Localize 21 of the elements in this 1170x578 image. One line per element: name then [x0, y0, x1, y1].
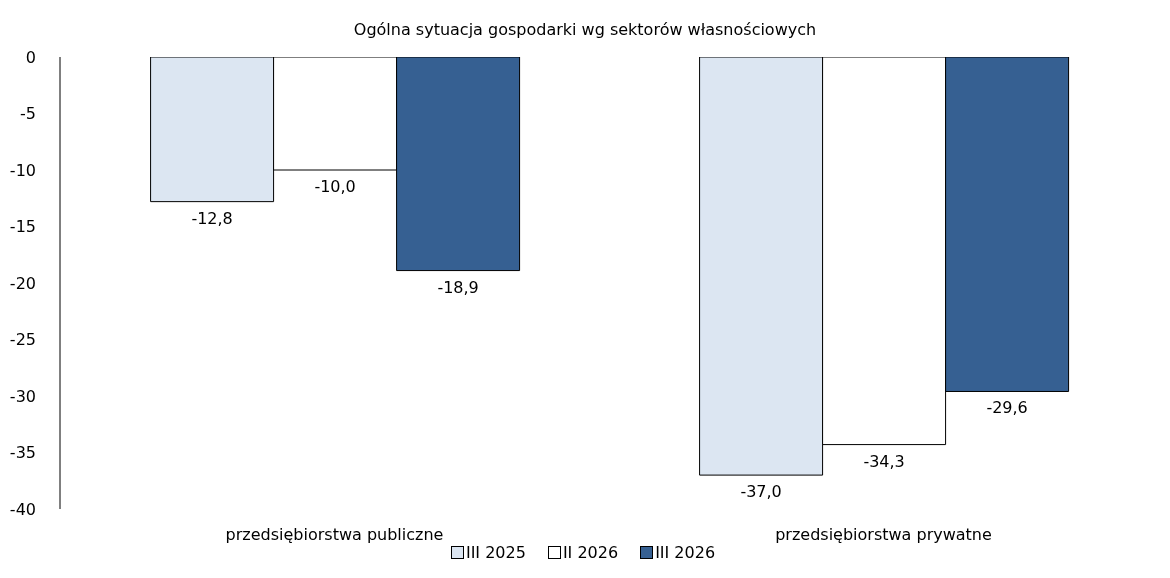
- y-tick-label: 0: [25, 47, 36, 67]
- legend-label: III 2026: [654, 543, 716, 562]
- x-tick-label: przedsiębiorstwa prywatne: [775, 525, 992, 545]
- y-tick-label: -10: [9, 160, 36, 180]
- data-label: -37,0: [740, 482, 782, 502]
- y-tick-label: -30: [9, 386, 36, 406]
- y-tick-label: -20: [9, 273, 36, 293]
- data-label: -12,8: [191, 208, 233, 228]
- data-label: -29,6: [986, 398, 1028, 418]
- x-tick-label: przedsiębiorstwa publiczne: [225, 525, 444, 545]
- y-tick-label: -25: [9, 330, 36, 350]
- legend-label: III 2025: [464, 543, 526, 562]
- y-tick-label: -35: [9, 443, 36, 463]
- data-label: -34,3: [863, 451, 905, 471]
- y-tick-label: -40: [9, 499, 36, 519]
- chart-title: Ogólna sytuacja gospodarki wg sektorów własnościowych: [352, 20, 818, 39]
- data-label: -18,9: [437, 277, 479, 297]
- data-label: -10,0: [314, 177, 356, 196]
- legend-label: II 2026: [561, 543, 619, 562]
- y-tick-label: -15: [9, 217, 36, 237]
- y-tick-label: -5: [20, 104, 36, 124]
